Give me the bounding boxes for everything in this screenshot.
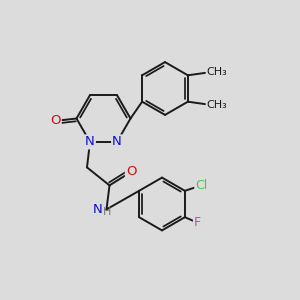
Text: N: N — [85, 135, 95, 148]
Text: O: O — [126, 165, 136, 178]
Text: N: N — [112, 135, 122, 148]
Text: Cl: Cl — [195, 179, 208, 192]
Text: H: H — [103, 207, 111, 217]
Text: O: O — [50, 114, 61, 128]
Text: F: F — [194, 216, 201, 229]
Text: N: N — [93, 203, 102, 216]
Text: CH₃: CH₃ — [206, 100, 227, 110]
Text: CH₃: CH₃ — [206, 67, 227, 77]
